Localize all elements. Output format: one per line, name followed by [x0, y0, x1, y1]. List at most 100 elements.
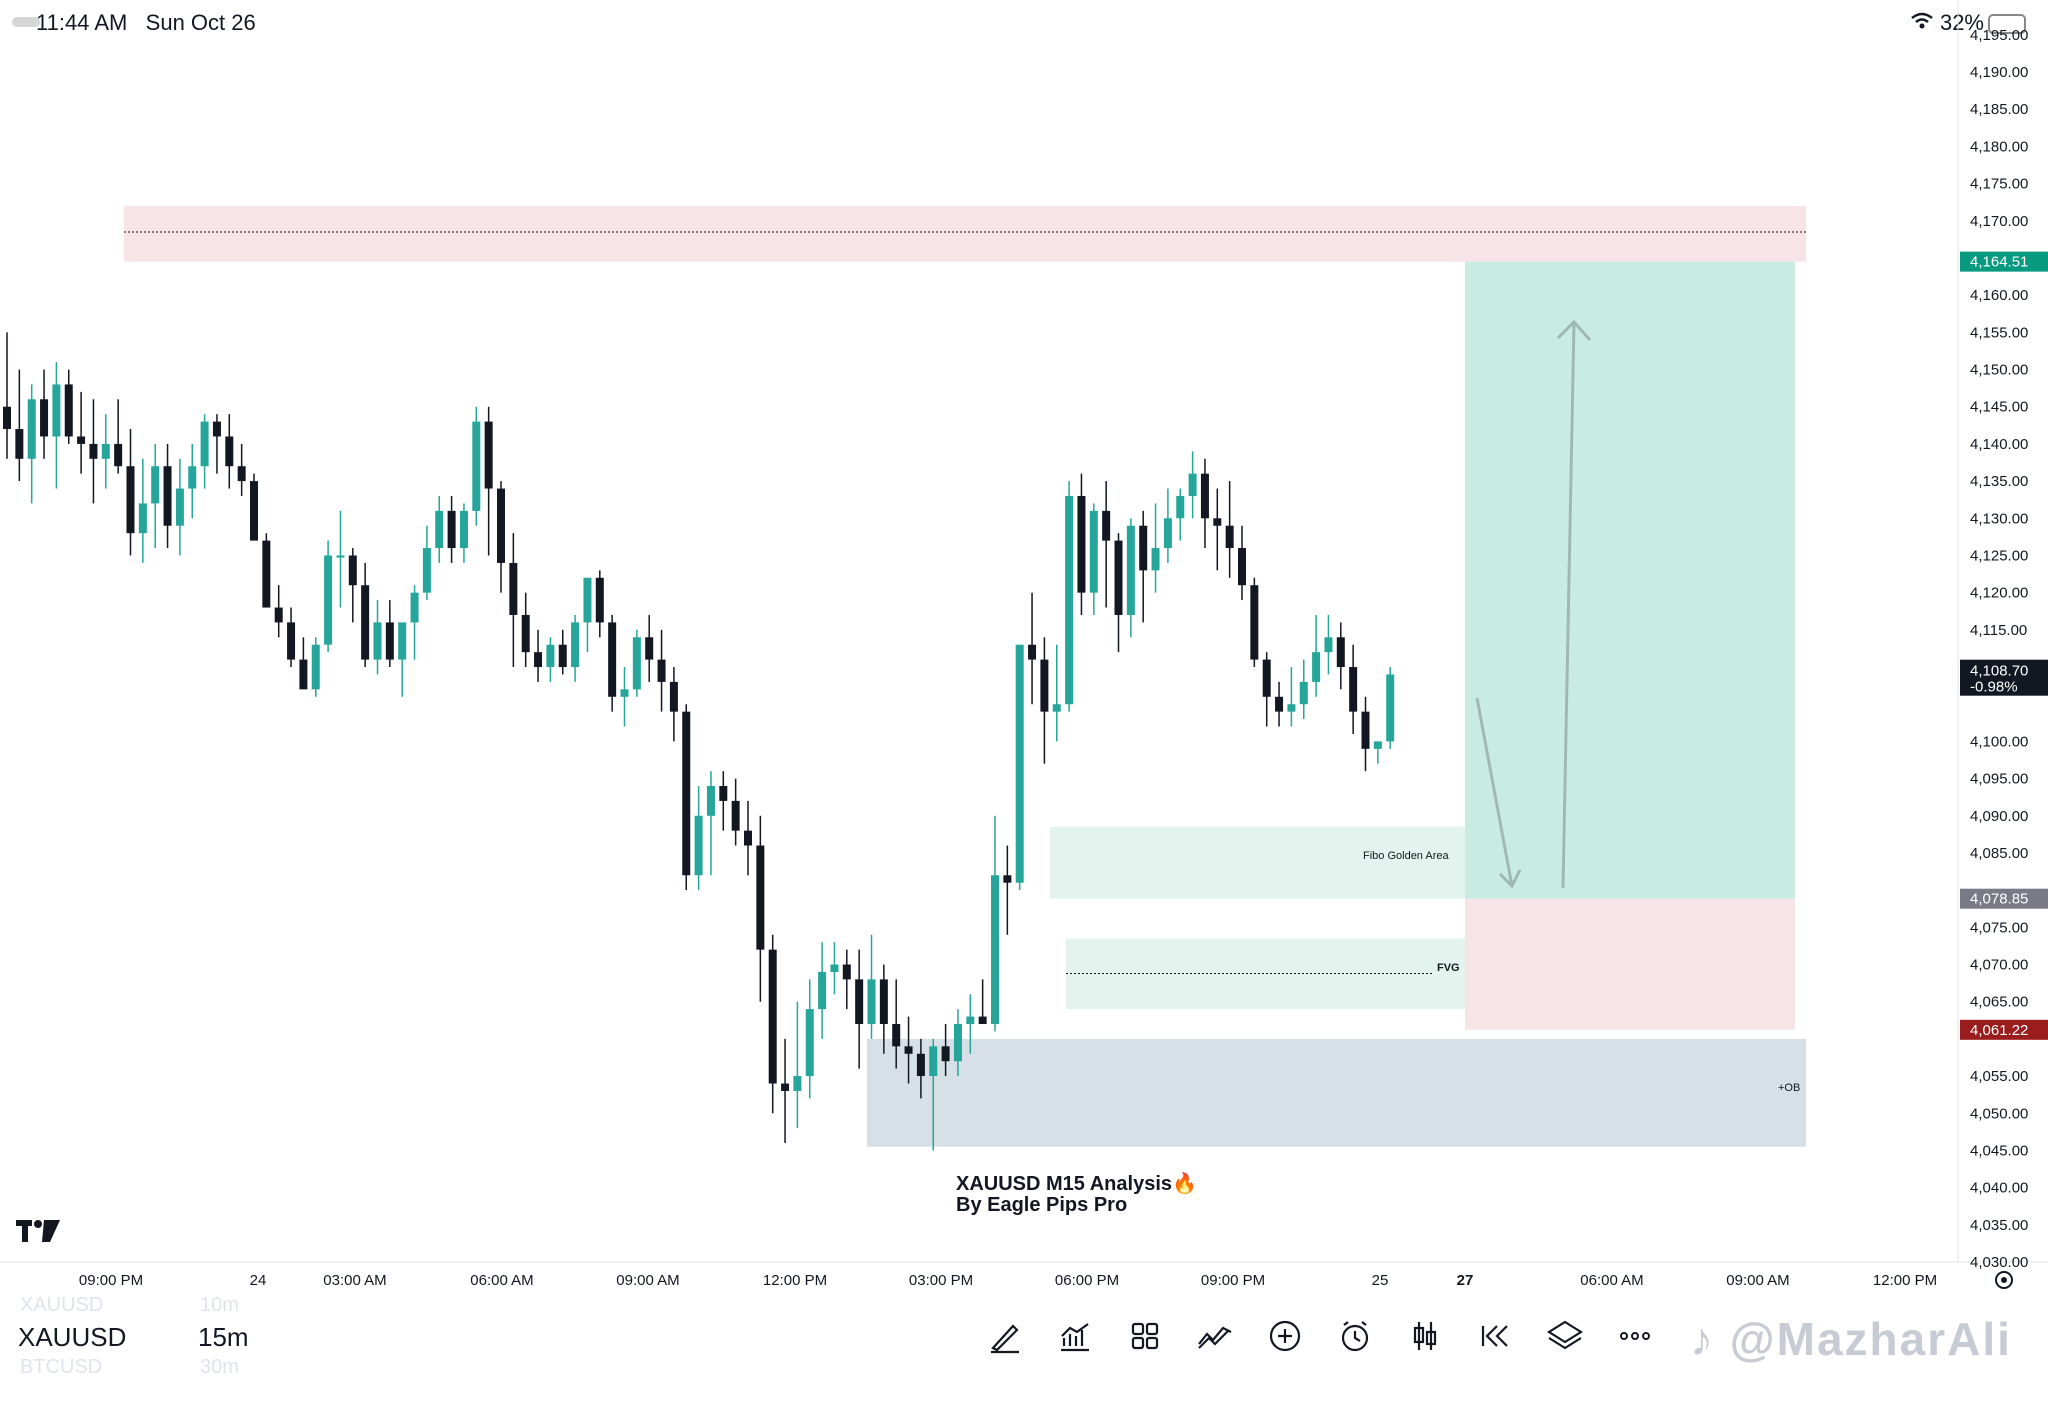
candle: [336, 510, 345, 608]
candle-body: [1040, 659, 1049, 712]
candle-body: [892, 1024, 901, 1047]
up-arrow: [1556, 319, 1592, 889]
candle-body: [1386, 674, 1395, 742]
candle: [1163, 488, 1172, 563]
candle: [620, 667, 629, 727]
candle-body: [1250, 585, 1259, 660]
candle-body: [842, 964, 851, 980]
candle: [212, 414, 221, 474]
alert-icon[interactable]: [1335, 1316, 1375, 1356]
settings-gear-icon[interactable]: [1995, 1271, 2013, 1289]
indicators-icon[interactable]: [1055, 1316, 1095, 1356]
timeframe-current[interactable]: 15m: [198, 1322, 249, 1352]
candle-body: [991, 875, 999, 1025]
candle-body: [966, 1016, 975, 1025]
symbol-current[interactable]: XAUUSD: [18, 1322, 127, 1352]
analysis-author: By Eagle Pips Pro: [956, 1194, 1128, 1216]
candle-body: [89, 443, 98, 459]
candle: [262, 533, 271, 608]
candle: [52, 362, 61, 489]
candle: [1299, 659, 1308, 720]
symbol-above[interactable]: XAUUSD: [20, 1294, 104, 1316]
draw-icon[interactable]: [985, 1316, 1025, 1356]
candle: [1188, 451, 1197, 519]
candle: [558, 629, 567, 675]
more-icon[interactable]: [1615, 1316, 1655, 1356]
candle: [1040, 637, 1049, 764]
candle: [1373, 741, 1382, 764]
candle-type-icon[interactable]: [1405, 1316, 1445, 1356]
replay-icon[interactable]: [1475, 1316, 1515, 1356]
candle: [447, 495, 456, 563]
candle: [1349, 644, 1358, 734]
candle-body: [818, 971, 827, 1010]
candle: [1089, 503, 1098, 615]
candle: [731, 778, 740, 846]
time-tick: 27: [1457, 1272, 1474, 1289]
price-chart[interactable]: 4,195.00 4,190.00 4,185.00 4,180.00 4,175.00…: [0, 0, 2048, 1290]
candle: [1065, 481, 1074, 712]
symbol-below[interactable]: BTCUSD: [20, 1356, 103, 1378]
candle-body: [805, 1009, 814, 1077]
watermark: ♪ @MazharAli: [1690, 1312, 2012, 1366]
candle: [361, 562, 370, 668]
candle: [422, 525, 431, 601]
candle: [1126, 518, 1135, 638]
price-tick: 4,140.00: [1970, 436, 2028, 453]
price-tick: 4,175.00: [1970, 176, 2028, 193]
candle: [991, 815, 999, 1032]
candle: [546, 637, 555, 682]
candle: [1225, 481, 1234, 578]
candle-body: [274, 607, 283, 623]
candle-body: [410, 592, 419, 623]
candle: [472, 406, 481, 526]
zone-fibo-golden-area: [1050, 826, 1465, 899]
price-tick: 4,115.00: [1970, 622, 2027, 639]
candle-body: [262, 540, 271, 608]
analysis-caption: XAUUSD M15 Analysis🔥 By Eagle Pips Pro: [956, 1174, 1197, 1216]
candle: [595, 570, 604, 638]
candle-body: [212, 421, 221, 437]
candle: [1052, 644, 1061, 742]
candle-body: [1188, 473, 1197, 496]
time-tick: 24: [250, 1272, 267, 1289]
timeframe-below[interactable]: 30m: [200, 1356, 239, 1378]
price-tick: 4,035.00: [1970, 1217, 2028, 1234]
zone-long-stop: [1465, 898, 1795, 1030]
candle-body: [1262, 659, 1271, 697]
candle: [1324, 614, 1333, 675]
time-tick: 06:00 PM: [1055, 1272, 1119, 1289]
candle: [855, 949, 864, 1069]
candle: [768, 934, 777, 1114]
current-price-tag-change: -0.98%: [1970, 679, 2018, 696]
candle: [719, 771, 728, 831]
strategy-icon[interactable]: [1195, 1316, 1235, 1356]
price-tick: 4,090.00: [1970, 808, 2028, 825]
add-icon[interactable]: [1265, 1316, 1305, 1356]
candle: [1077, 473, 1086, 615]
candle: [138, 458, 147, 563]
layout-icon[interactable]: [1125, 1316, 1165, 1356]
candle-body: [830, 964, 839, 972]
candle-body: [1003, 875, 1012, 883]
time-axis[interactable]: 09:00 PM 24 03:00 AM 06:00 AM 09:00 AM 12:00 …: [79, 1272, 1937, 1289]
price-axis[interactable]: 4,195.00 4,190.00 4,185.00 4,180.00 4,175.00…: [1960, 27, 2048, 1271]
candle-body: [867, 979, 876, 1025]
timeframe-above[interactable]: 10m: [200, 1294, 239, 1316]
time-tick: 03:00 AM: [323, 1272, 386, 1289]
time-tick: 06:00 AM: [1580, 1272, 1643, 1289]
candle-body: [682, 711, 691, 876]
candle: [521, 592, 530, 668]
candle: [669, 667, 678, 742]
candle-body: [632, 637, 641, 690]
candle: [929, 1038, 938, 1151]
sl-price-tag: 4,061.22: [1970, 1022, 2028, 1039]
candle-body: [299, 659, 308, 690]
candle-body: [1312, 652, 1321, 682]
layers-icon[interactable]: [1545, 1316, 1585, 1356]
candle: [114, 399, 123, 474]
time-tick: 12:00 PM: [763, 1272, 827, 1289]
candle: [89, 399, 98, 504]
candle: [250, 473, 258, 541]
candle: [756, 815, 765, 1002]
